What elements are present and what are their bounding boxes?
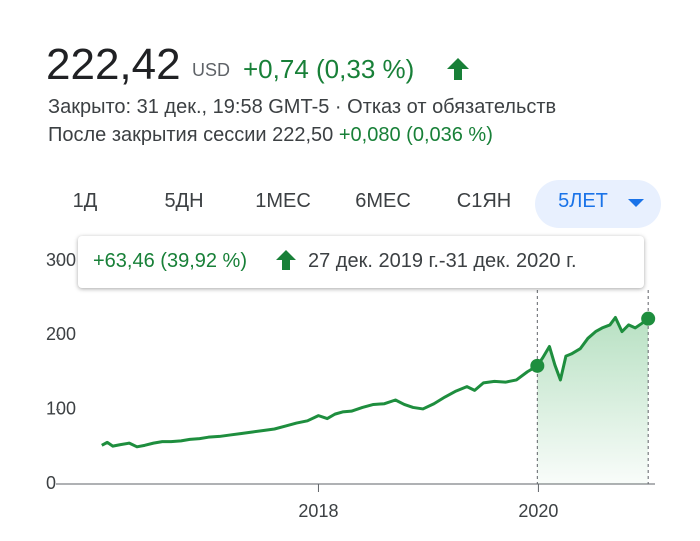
price: 222,42 xyxy=(46,40,181,89)
after-hours-change: +0,080 (0,036 %) xyxy=(338,124,493,146)
tooltip-change: +63,46 (39,92 %) xyxy=(93,250,247,272)
price-change: +0,74 (0,33 %) xyxy=(243,54,415,84)
active-tab-bg xyxy=(535,180,661,228)
tab[interactable]: 5ДН xyxy=(164,190,204,212)
range-point xyxy=(641,311,656,326)
dropdown-icon[interactable] xyxy=(626,197,646,209)
price-line xyxy=(101,315,650,449)
y-tick-label: 200 xyxy=(46,324,76,344)
currency: USD xyxy=(192,60,231,80)
tab[interactable]: 1МЕС xyxy=(255,190,311,212)
highlight-area xyxy=(537,317,649,484)
tooltip: +63,46 (39,92 %) 27 дек. 2019 г.-31 дек.… xyxy=(78,236,644,288)
after-hours: После закрытия сессии 222,50 +0,080 (0,0… xyxy=(48,124,493,147)
tab[interactable]: 5ЛЕТ xyxy=(558,190,608,212)
up-arrow xyxy=(447,58,469,80)
tab[interactable]: С1ЯН xyxy=(456,190,512,212)
y-tick-label: 300 xyxy=(46,250,76,270)
y-tick-label: 0 xyxy=(46,473,56,493)
y-tick-label: 100 xyxy=(46,398,76,418)
range-point xyxy=(530,358,545,373)
status: Закрыто: 31 дек., 19:58 GMT-5 · Отказ от… xyxy=(48,96,557,118)
x-tick-label: 2020 xyxy=(518,501,558,521)
tab[interactable]: 1Д xyxy=(72,190,98,212)
tab[interactable]: 6МЕС xyxy=(355,190,411,212)
x-tick-label: 2018 xyxy=(298,501,338,521)
tooltip-period: 27 дек. 2019 г.-31 дек. 2020 г. xyxy=(308,250,577,272)
after-hours-label: После закрытия сессии 222,50 xyxy=(48,124,334,146)
up-arrow xyxy=(276,250,296,270)
